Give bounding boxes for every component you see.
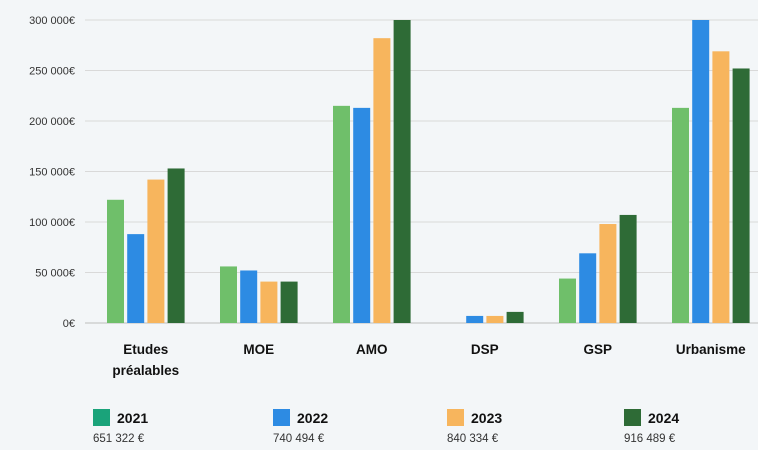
- bar-2023: [147, 179, 165, 323]
- legend-label: 2021: [117, 410, 148, 426]
- bar-2022: [353, 107, 371, 324]
- bar-2022: [579, 253, 597, 323]
- legend-total: 916 489 €: [624, 433, 676, 445]
- y-tick-label: 0€: [63, 318, 75, 330]
- x-tick-label: GSP: [584, 342, 613, 357]
- bar-2021: [672, 107, 689, 324]
- legend-label: 2024: [648, 410, 679, 426]
- legend-total: 740 494 €: [273, 433, 325, 445]
- y-tick-label: 300 000€: [29, 15, 75, 27]
- bar-2024: [393, 20, 411, 323]
- x-tick-label: Etudes: [123, 342, 168, 357]
- legend-label: 2023: [471, 410, 502, 426]
- bar-2022: [127, 234, 145, 323]
- legend-swatch-2021: [93, 409, 110, 426]
- y-tick-label: 100 000€: [29, 217, 75, 229]
- x-tick-label: préalables: [112, 363, 179, 378]
- bar-2022: [240, 270, 258, 323]
- bar-2022: [692, 20, 710, 323]
- legend-swatch-2022: [273, 409, 290, 426]
- x-tick-label: DSP: [471, 342, 499, 357]
- x-tick-label: MOE: [243, 342, 274, 357]
- bar-2021: [107, 199, 124, 323]
- legend-total: 651 322 €: [93, 433, 145, 445]
- bar-2023: [599, 224, 617, 323]
- bar-2023: [373, 38, 391, 324]
- bar-2021: [220, 266, 237, 323]
- bar-2021: [333, 105, 350, 323]
- legend-total: 840 334 €: [447, 433, 499, 445]
- legend-swatch-2023: [447, 409, 464, 426]
- y-tick-label: 50 000€: [35, 268, 75, 280]
- legend-swatch-2024: [624, 409, 641, 426]
- bar-2024: [619, 214, 637, 323]
- bar-2024: [280, 281, 298, 323]
- bar-2024: [506, 311, 524, 323]
- bar-2022: [466, 315, 484, 323]
- bar-2023: [712, 51, 730, 324]
- bar-2024: [167, 168, 185, 323]
- bar-2023: [260, 281, 278, 323]
- bar-2021: [559, 278, 576, 323]
- x-tick-label: Urbanisme: [676, 342, 746, 357]
- y-tick-label: 150 000€: [29, 167, 75, 179]
- legend-label: 2022: [297, 410, 328, 426]
- bar-2024: [732, 68, 750, 323]
- y-tick-label: 200 000€: [29, 116, 75, 128]
- bar-2023: [486, 315, 504, 323]
- y-tick-label: 250 000€: [29, 66, 75, 78]
- x-tick-label: AMO: [356, 342, 388, 357]
